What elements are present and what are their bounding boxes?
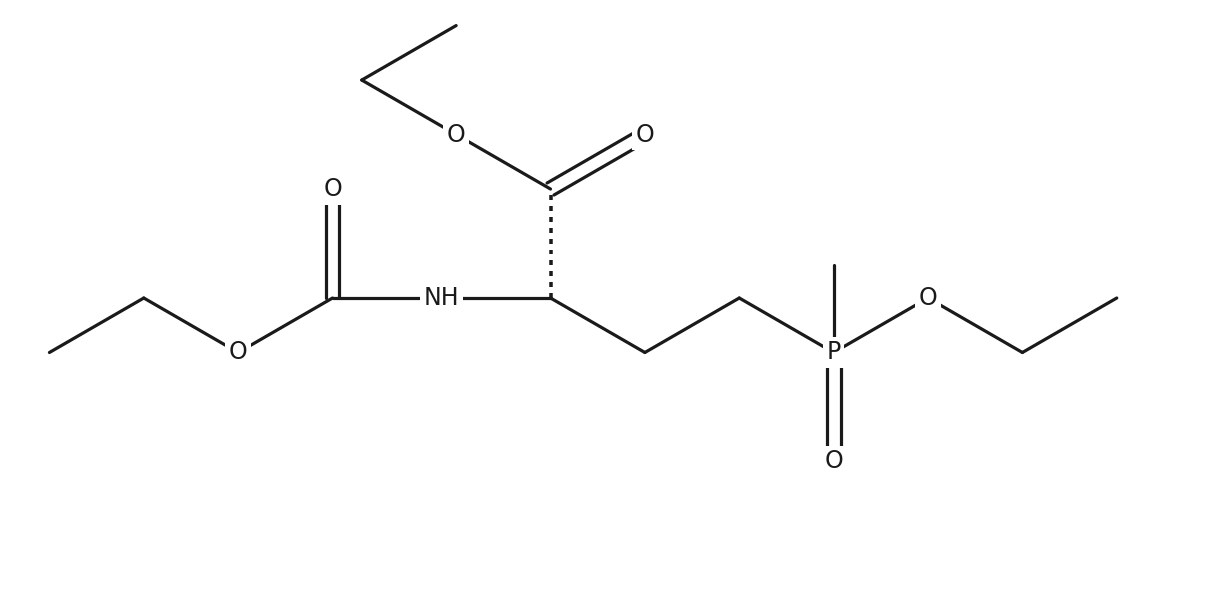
Text: NH: NH (424, 286, 460, 310)
Text: O: O (446, 123, 466, 147)
Text: P: P (826, 340, 841, 365)
Text: O: O (635, 123, 655, 147)
Text: O: O (323, 177, 342, 201)
Text: O: O (824, 450, 843, 474)
Text: O: O (229, 340, 248, 365)
Text: O: O (918, 286, 938, 310)
